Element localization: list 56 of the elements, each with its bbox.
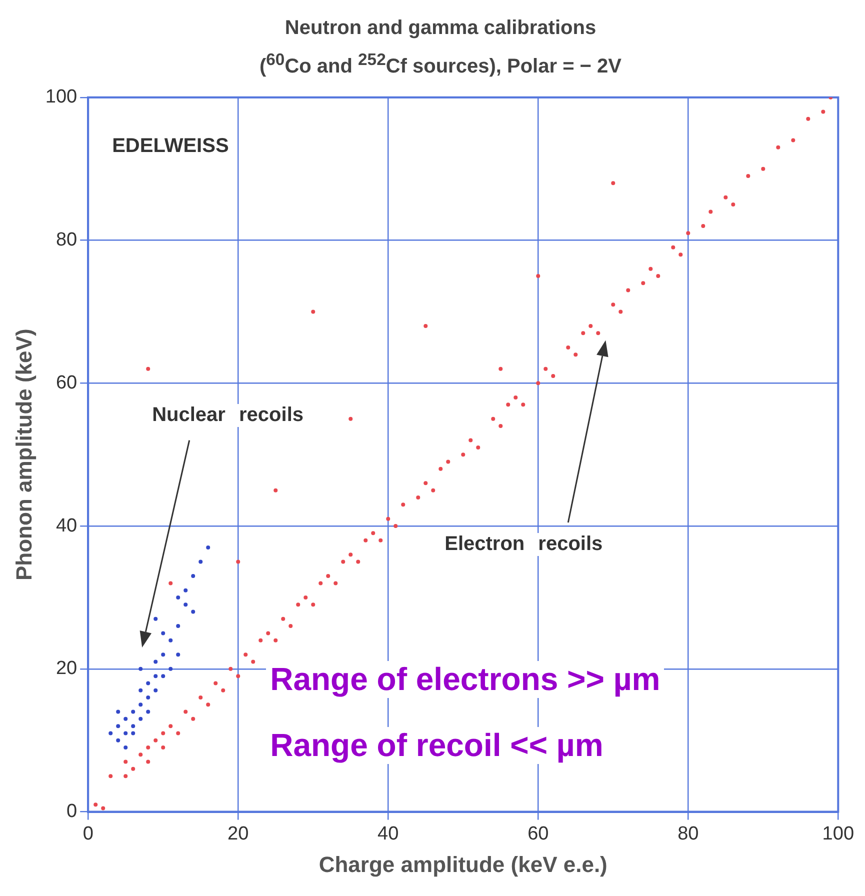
annotation: EDELWEISS — [108, 135, 233, 158]
annotation: Range of recoil << µm — [266, 727, 608, 764]
point — [138, 666, 143, 671]
point — [184, 602, 188, 606]
point — [161, 674, 166, 678]
y-tick-label: 20 — [56, 658, 78, 679]
point — [124, 745, 128, 750]
x-tick-label: 20 — [228, 823, 249, 844]
point — [146, 695, 150, 700]
point — [116, 709, 120, 714]
x-tick-label: 0 — [82, 823, 94, 844]
point — [176, 652, 180, 656]
y-tick-label: 40 — [56, 514, 78, 536]
y-tick-label: 0 — [66, 800, 78, 822]
point — [161, 630, 166, 635]
point — [154, 688, 158, 692]
point — [191, 609, 196, 614]
point — [124, 716, 128, 721]
point — [131, 724, 136, 728]
point — [191, 574, 196, 578]
y-tick-label: 80 — [56, 229, 78, 250]
x-tick-label: 80 — [678, 823, 699, 844]
x-tick-label: 40 — [378, 823, 399, 844]
point — [116, 738, 120, 742]
point — [146, 709, 150, 714]
point — [116, 724, 120, 728]
point — [184, 588, 188, 592]
point — [198, 559, 203, 564]
point — [146, 680, 150, 685]
x-tick-label: 60 — [528, 823, 549, 844]
chart-subtitle: ($^{60}$Co and $^{252}$Cf sources), Polar = − 2V — [258, 49, 622, 80]
point — [154, 659, 158, 664]
point — [168, 638, 173, 642]
point — [138, 716, 143, 721]
point — [138, 702, 143, 706]
point — [131, 709, 136, 714]
point — [168, 666, 173, 671]
x-axis-title: Charge amplitude (keV e.e.) — [318, 852, 608, 877]
point — [138, 688, 143, 692]
point — [154, 674, 158, 678]
point — [108, 730, 113, 735]
y-tick-label: 100 — [45, 86, 78, 108]
point — [161, 652, 166, 656]
annotation: Nuclear recoils — [148, 404, 308, 428]
point — [154, 616, 158, 621]
point — [176, 595, 180, 600]
annotation: Range of electrons >> µm — [266, 661, 664, 698]
point — [206, 545, 210, 550]
point — [176, 624, 180, 628]
annotation: Electron recoils — [440, 532, 607, 556]
point — [131, 730, 136, 735]
y-tick-label: 60 — [56, 372, 78, 394]
x-tick-label: 100 — [822, 823, 854, 844]
y-axis-title: Phonon amplitude (keV) — [11, 328, 36, 580]
chart-title: Neutron and gamma calibrations — [284, 16, 598, 41]
point — [124, 730, 128, 735]
